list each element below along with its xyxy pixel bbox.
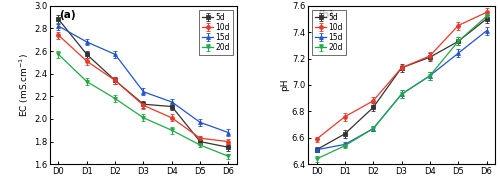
Text: (b): (b) — [318, 11, 334, 20]
Legend: 5d, 10d, 15d, 20d: 5d, 10d, 15d, 20d — [199, 10, 233, 55]
Y-axis label: pH: pH — [280, 79, 289, 91]
Text: (a): (a) — [60, 11, 76, 20]
Legend: 5d, 10d, 15d, 20d: 5d, 10d, 15d, 20d — [312, 10, 346, 55]
Y-axis label: EC (mS.cm$^{-1}$): EC (mS.cm$^{-1}$) — [18, 53, 31, 117]
